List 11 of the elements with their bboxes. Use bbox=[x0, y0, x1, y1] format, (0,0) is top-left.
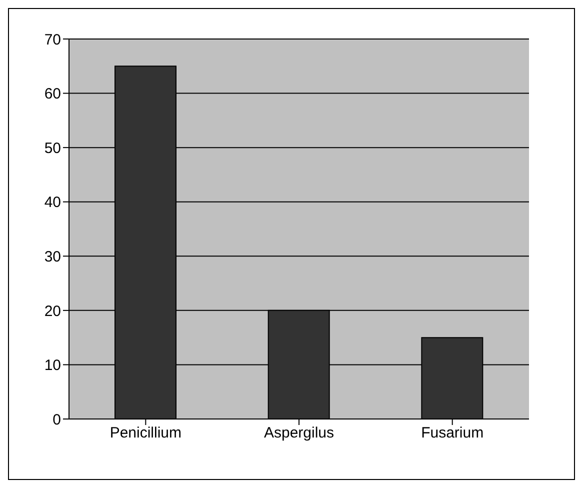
y-tick-label: 60 bbox=[44, 86, 61, 103]
y-tick-label: 70 bbox=[44, 31, 61, 48]
x-tick-label: Fusarium bbox=[421, 424, 484, 442]
y-tick-label: 30 bbox=[44, 248, 61, 266]
y-tick-label: 10 bbox=[44, 357, 61, 374]
y-tick-label: 20 bbox=[44, 302, 61, 320]
x-tick-label: Aspergilus bbox=[264, 424, 334, 442]
y-tick-label: 40 bbox=[44, 194, 61, 212]
y-tick-label: 0 bbox=[52, 411, 61, 428]
x-tick-label: Penicillium bbox=[110, 424, 182, 442]
y-tick-label: 50 bbox=[44, 140, 61, 157]
